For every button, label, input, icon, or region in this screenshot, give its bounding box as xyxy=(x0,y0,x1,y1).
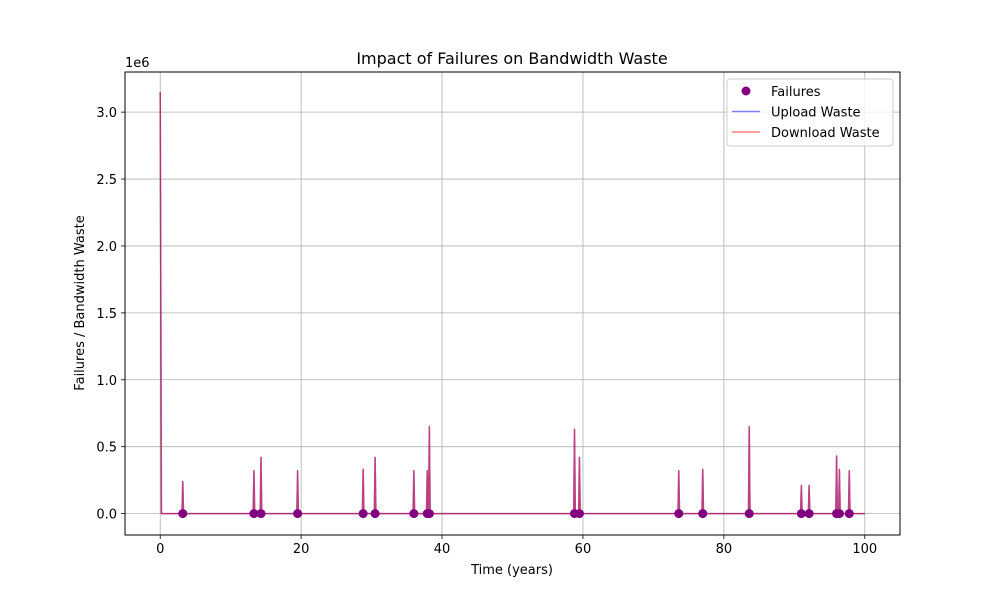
x-tick-label: 0 xyxy=(156,542,164,557)
failure-point xyxy=(844,509,854,519)
failure-point xyxy=(744,509,754,519)
failure-point xyxy=(178,509,188,519)
failure-point xyxy=(409,509,419,519)
failure-point xyxy=(574,509,584,519)
failure-point xyxy=(424,509,434,519)
series-layer xyxy=(159,92,865,519)
chart-title: Impact of Failures on Bandwidth Waste xyxy=(356,49,667,68)
legend-box xyxy=(726,78,894,147)
y-tick-label: 0.5 xyxy=(96,441,117,456)
failure-point xyxy=(249,509,259,519)
legend-label: Failures xyxy=(771,85,821,100)
legend-label: Upload Waste xyxy=(771,106,861,121)
y-offset-label: 1e6 xyxy=(125,56,150,71)
failure-point xyxy=(358,509,368,519)
y-tick-label: 2.0 xyxy=(96,240,117,255)
failure-point xyxy=(804,509,814,519)
y-tick-label: 1.5 xyxy=(96,307,117,322)
failure-point xyxy=(370,509,380,519)
legend-label: Download Waste xyxy=(771,126,880,141)
failure-point xyxy=(674,509,684,519)
x-axis-label: Time (years) xyxy=(470,563,553,578)
x-tick-label: 60 xyxy=(575,542,592,557)
series-line-download-waste xyxy=(159,92,865,515)
x-tick-label: 80 xyxy=(716,542,733,557)
legend-marker-failures xyxy=(741,86,751,96)
tick-layer: 0 20 40 60 80 100 0.0 0.5 1.0 1.5 2.0 2.5 3.0 xyxy=(96,106,877,557)
legend: Failures Upload Waste Download Waste xyxy=(726,78,894,147)
failure-point xyxy=(256,509,266,519)
y-tick-label: 0.0 xyxy=(96,508,117,523)
failure-point xyxy=(796,509,806,519)
y-tick-label: 3.0 xyxy=(96,106,117,121)
failure-point xyxy=(834,509,844,519)
x-tick-label: 20 xyxy=(293,542,310,557)
y-tick-label: 2.5 xyxy=(96,173,117,188)
x-tick-label: 40 xyxy=(434,542,451,557)
x-tick-label: 100 xyxy=(852,542,877,557)
plot-frame xyxy=(124,71,901,536)
failure-point xyxy=(293,509,303,519)
y-axis-label: Failures / Bandwidth Waste xyxy=(73,215,88,390)
failure-point xyxy=(698,509,708,519)
y-tick-label: 1.0 xyxy=(96,374,117,389)
